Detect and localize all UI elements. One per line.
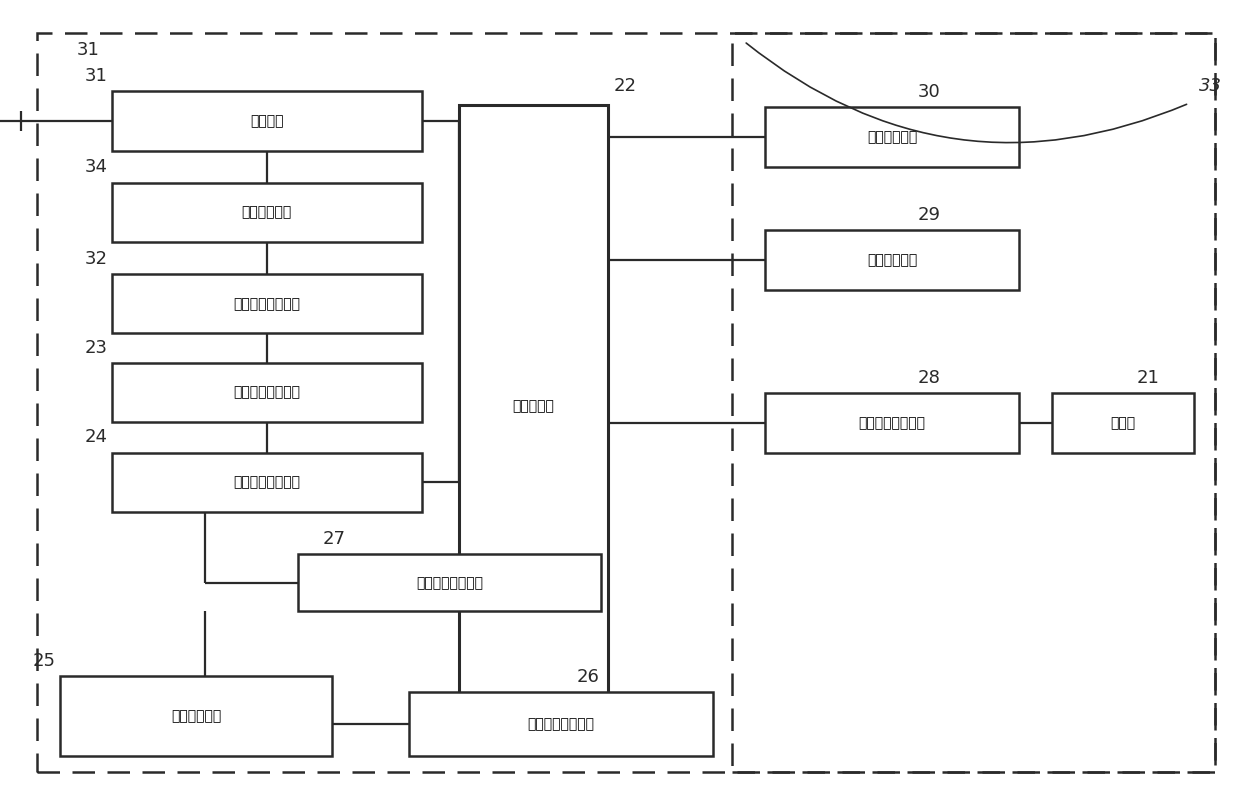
- Text: 装置安全放电模块: 装置安全放电模块: [415, 576, 484, 590]
- Text: 31: 31: [86, 67, 108, 85]
- Text: 26: 26: [577, 668, 599, 686]
- Text: 装置充电控制模块: 装置充电控制模块: [233, 476, 300, 489]
- Bar: [765, 107, 1019, 167]
- Text: 装置处理器: 装置处理器: [512, 399, 554, 414]
- Text: 过压保护装置: 过压保护装置: [242, 206, 291, 219]
- Text: 装置电压检测模块: 装置电压检测模块: [527, 717, 595, 731]
- Bar: [459, 105, 608, 708]
- Text: 32: 32: [84, 249, 108, 268]
- Bar: [60, 676, 332, 756]
- Bar: [112, 453, 422, 512]
- Bar: [732, 33, 1215, 772]
- Text: 33: 33: [1199, 77, 1223, 95]
- Text: 30: 30: [918, 83, 940, 101]
- Text: 通讯接口: 通讯接口: [249, 114, 284, 128]
- Text: 29: 29: [918, 206, 941, 224]
- Text: 34: 34: [84, 158, 108, 176]
- Text: 点火头: 点火头: [1110, 416, 1136, 430]
- Text: 装置点火控制模块: 装置点火控制模块: [858, 416, 926, 430]
- Bar: [112, 274, 422, 333]
- Text: 本安电源控制模块: 本安电源控制模块: [233, 297, 300, 310]
- Text: 装置时钟模块: 装置时钟模块: [867, 130, 918, 144]
- Bar: [112, 183, 422, 242]
- Text: 28: 28: [918, 368, 940, 387]
- Text: 装置储能模块: 装置储能模块: [171, 709, 221, 723]
- Text: 24: 24: [84, 428, 108, 446]
- Text: 27: 27: [322, 530, 346, 548]
- Text: 22: 22: [614, 77, 637, 95]
- Text: 21: 21: [1137, 368, 1159, 387]
- Bar: [1052, 393, 1194, 453]
- Bar: [112, 363, 422, 422]
- Bar: [112, 91, 422, 151]
- Text: 31: 31: [77, 41, 99, 60]
- Text: 25: 25: [32, 652, 56, 670]
- Bar: [409, 692, 713, 756]
- Text: 23: 23: [84, 338, 108, 357]
- Bar: [765, 230, 1019, 290]
- Bar: [765, 393, 1019, 453]
- Bar: [298, 554, 601, 611]
- Text: 装置电源管理模块: 装置电源管理模块: [233, 386, 300, 399]
- Text: 装置复位模块: 装置复位模块: [867, 253, 918, 267]
